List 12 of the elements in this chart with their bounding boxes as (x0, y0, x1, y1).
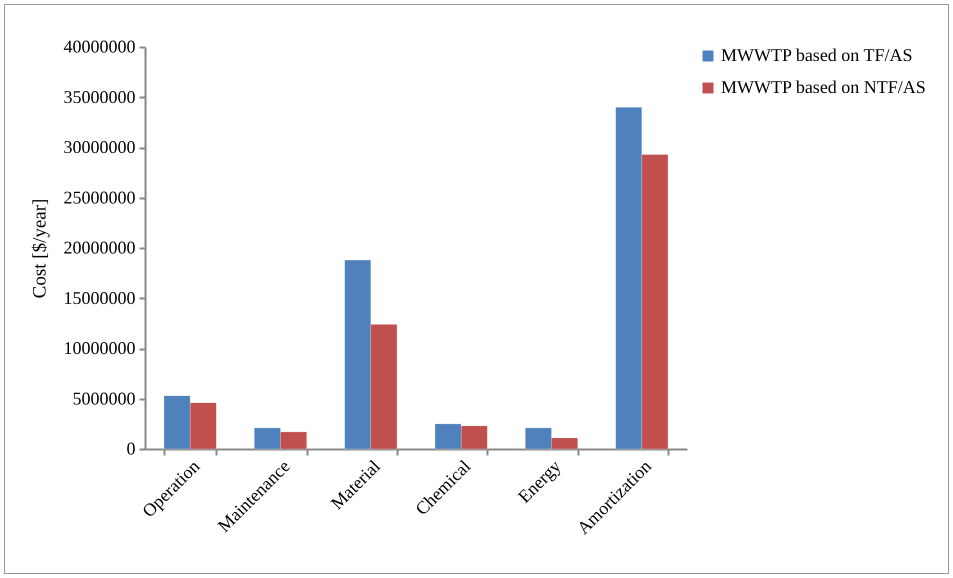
y-tick-label: 10000000 (64, 338, 136, 358)
y-tick-label: 5000000 (72, 388, 136, 408)
y-tick-label: 40000000 (64, 36, 136, 56)
y-axis-title: Cost [$/year] (30, 198, 50, 298)
y-tick-label: 30000000 (64, 137, 136, 157)
y-tick-label: 35000000 (64, 86, 136, 107)
legend-label: MWWTP based on TF/AS (721, 45, 912, 65)
legend-label: MWWTP based on NTF/AS (721, 77, 926, 97)
y-tick-label: 20000000 (64, 238, 136, 258)
y-tick-label: 15000000 (64, 288, 136, 308)
y-tick-label: 0 (126, 438, 136, 458)
y-tick-label: 25000000 (64, 187, 136, 208)
